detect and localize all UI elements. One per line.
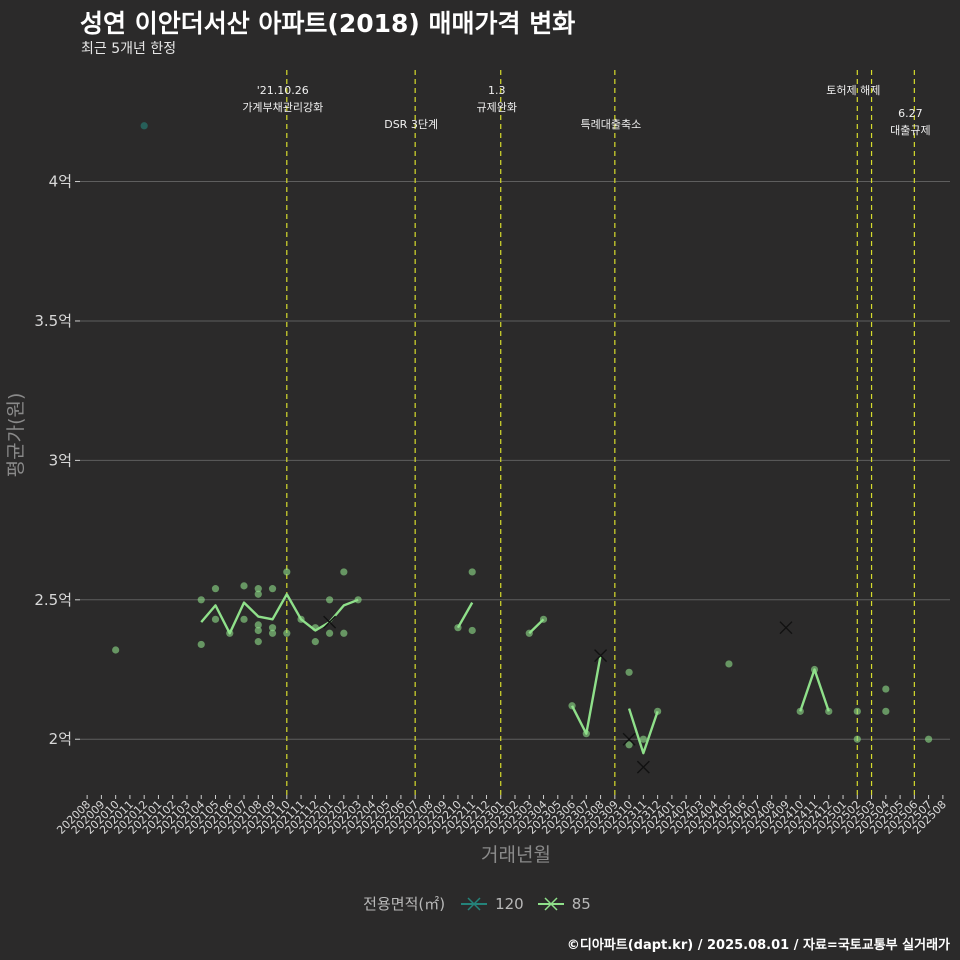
data-point-85 — [325, 629, 334, 637]
data-point-85 — [568, 702, 576, 710]
cross-stroke — [779, 621, 793, 635]
data-point-85 — [268, 624, 277, 632]
series-layer — [112, 122, 933, 774]
event-label: 6.27 — [898, 107, 923, 120]
data-point-85 — [796, 707, 804, 715]
chart-title: 성연 이안더서산 아파트(2018) 매매가격 변화 — [80, 9, 576, 38]
data-point-85 — [311, 638, 319, 646]
data-point-85 — [283, 568, 291, 576]
data-point-85 — [197, 640, 205, 649]
event-label: 대출규제 — [890, 124, 930, 137]
event-label: 토허제 해제 — [826, 83, 880, 97]
data-point-85 — [340, 629, 348, 637]
data-point-85 — [254, 590, 262, 598]
data-point-85 — [283, 629, 291, 637]
event-label: 특례대출축소 — [580, 118, 641, 131]
legend: 전용면적(㎡) 120 85 — [0, 893, 960, 914]
cross-marker-85 — [779, 621, 793, 635]
event-label: 가계부채관리강화 — [242, 101, 323, 114]
legend-key-85 — [537, 896, 564, 911]
cross-stroke — [323, 615, 337, 629]
data-point-85 — [254, 585, 262, 593]
data-point-85 — [325, 596, 334, 604]
data-point-85 — [340, 568, 348, 576]
y-tick-label: 2억 — [49, 730, 72, 748]
y-tick-label: 4억 — [49, 173, 72, 191]
cross-marker-85 — [636, 760, 650, 774]
data-point-85 — [254, 621, 262, 629]
data-point-85 — [254, 626, 262, 635]
data-point-85 — [254, 638, 262, 646]
data-point-85 — [625, 668, 633, 676]
data-point-85 — [240, 582, 248, 590]
data-point-85 — [226, 629, 234, 637]
source-caption: ©디아파트(dapt.kr) / 2025.08.01 / 자료=국토교통부 실… — [566, 938, 950, 953]
data-point-85 — [268, 629, 277, 637]
x-axis-label: 거래년월 — [481, 844, 551, 866]
data-point-120 — [140, 122, 148, 130]
y-tick-label: 3억 — [49, 451, 72, 469]
axis-layer: 2억2.5억3억3.5억4억20200820200920201020201120… — [34, 173, 949, 837]
data-point-85 — [354, 596, 362, 604]
cross-stroke — [594, 649, 608, 663]
grid-layer — [80, 181, 950, 740]
data-point-85 — [654, 707, 662, 715]
avg-line-85 — [456, 602, 474, 629]
avg-line-85 — [799, 668, 830, 712]
data-point-85 — [240, 615, 248, 623]
data-point-85 — [853, 707, 861, 715]
legend-label-120: 120 — [495, 894, 524, 913]
data-point-85 — [112, 646, 120, 654]
legend-key-120 — [461, 896, 488, 911]
event-label: '21.10.26 — [257, 84, 309, 97]
event-label: DSR 3단계 — [384, 118, 438, 131]
cross-stroke — [622, 732, 636, 746]
data-point-85 — [468, 626, 476, 635]
data-point-85 — [810, 665, 819, 674]
y-tick-label: 3.5억 — [34, 312, 72, 330]
data-point-85 — [468, 568, 476, 576]
data-point-85 — [853, 735, 861, 743]
data-point-85 — [539, 615, 548, 623]
data-point-85 — [211, 585, 220, 593]
legend-label-85: 85 — [571, 894, 591, 913]
y-axis-label: 평균가(원) — [5, 393, 27, 478]
data-point-85 — [197, 596, 205, 604]
cross-marker-85 — [594, 649, 608, 663]
avg-line-85 — [627, 708, 659, 755]
legend-item-120: 120 — [459, 894, 524, 914]
cross-marker-85 — [622, 732, 636, 746]
cross-marker-85 — [323, 615, 337, 629]
legend-title: 전용면적(㎡) — [363, 895, 446, 913]
event-label: 규제완화 — [476, 101, 516, 114]
data-point-85 — [297, 615, 305, 623]
avg-line-85 — [570, 655, 602, 735]
data-point-85 — [882, 707, 890, 715]
data-point-85 — [582, 730, 590, 738]
data-point-85 — [639, 735, 647, 743]
data-point-85 — [925, 735, 933, 743]
data-point-85 — [454, 624, 462, 632]
data-point-85 — [725, 660, 733, 668]
chart-subtitle: 최근 5개년 한정 — [81, 41, 177, 57]
data-point-85 — [825, 707, 833, 715]
data-point-85 — [311, 624, 319, 632]
data-point-85 — [525, 629, 533, 637]
data-point-85 — [625, 741, 633, 749]
data-point-85 — [211, 615, 220, 623]
legend-item-85: 85 — [536, 894, 591, 914]
y-tick-label: 2.5억 — [34, 591, 72, 609]
event-label: 1.3 — [488, 84, 506, 97]
data-point-85 — [268, 585, 277, 593]
cross-stroke — [636, 760, 650, 774]
data-point-85 — [882, 685, 890, 693]
